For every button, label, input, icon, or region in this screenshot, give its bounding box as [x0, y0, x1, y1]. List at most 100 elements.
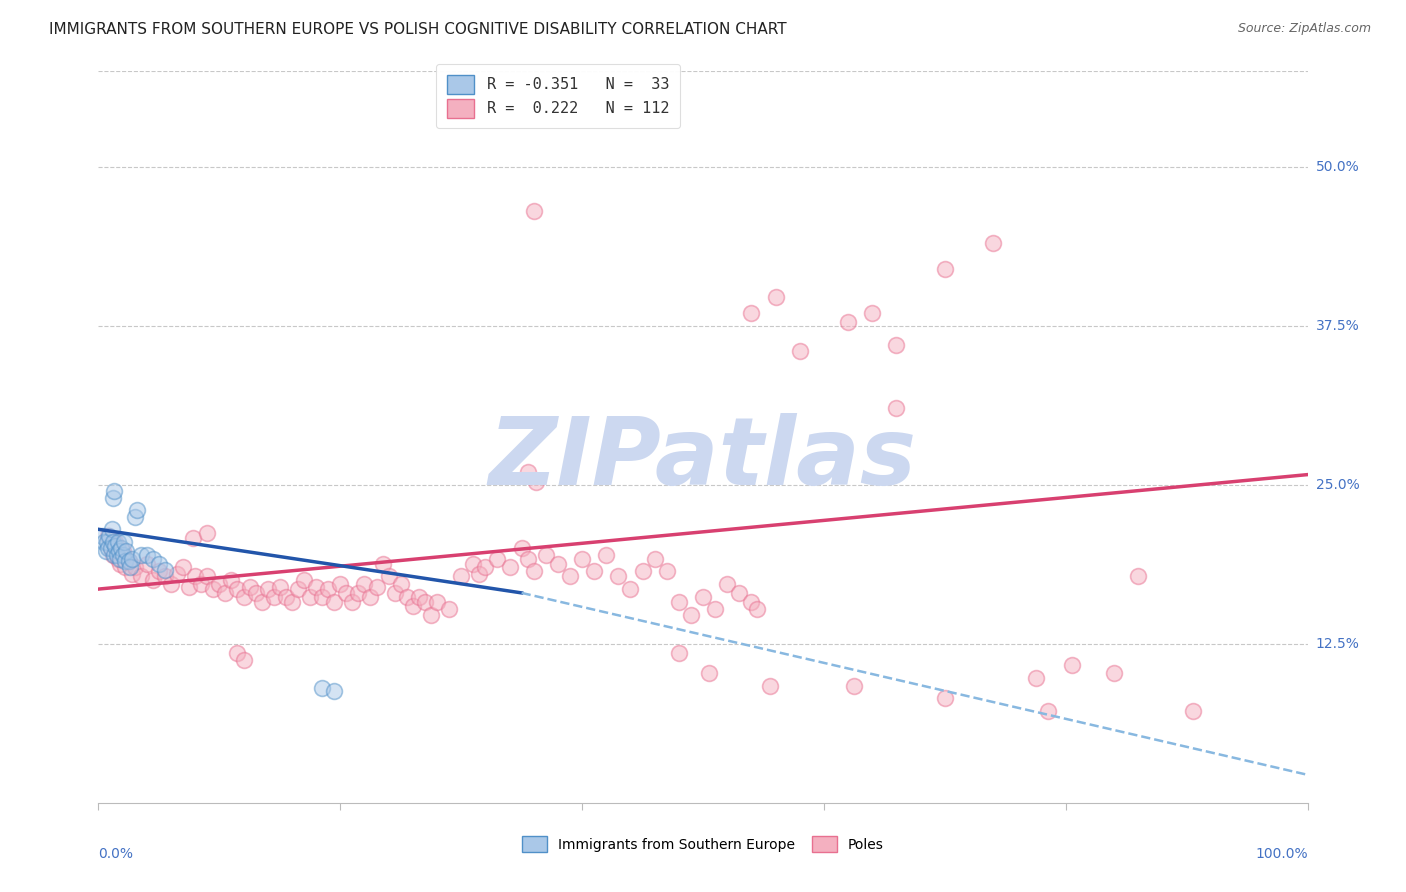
Point: [1024, 671, 1046, 685]
Point: [121, 551, 143, 566]
Point: [468, 566, 491, 581]
Point: [516, 465, 538, 479]
Point: [408, 590, 430, 604]
Point: [94, 544, 117, 558]
Point: [100, 522, 122, 536]
Point: [239, 580, 262, 594]
Point: [607, 569, 630, 583]
Point: [1036, 704, 1059, 718]
Point: [101, 548, 124, 562]
Point: [395, 590, 418, 604]
Point: [232, 653, 254, 667]
Point: [704, 602, 727, 616]
Point: [166, 566, 188, 581]
Point: [437, 602, 460, 616]
Point: [214, 586, 236, 600]
Point: [107, 551, 129, 566]
Point: [728, 586, 751, 600]
Point: [142, 573, 165, 587]
Point: [108, 557, 131, 571]
Point: [221, 573, 243, 587]
Point: [148, 557, 170, 571]
Point: [329, 577, 352, 591]
Point: [100, 541, 122, 556]
Text: 37.5%: 37.5%: [1316, 318, 1360, 333]
Point: [256, 582, 278, 596]
Point: [886, 401, 908, 416]
Point: [631, 564, 654, 578]
Point: [655, 564, 678, 578]
Point: [534, 548, 557, 562]
Point: [127, 503, 149, 517]
Point: [287, 582, 309, 596]
Point: [692, 590, 714, 604]
Point: [96, 535, 118, 549]
Point: [104, 535, 127, 549]
Point: [142, 551, 165, 566]
Point: [153, 563, 176, 577]
Point: [679, 607, 702, 622]
Point: [474, 560, 496, 574]
Point: [100, 541, 122, 556]
Point: [299, 590, 322, 604]
Point: [323, 684, 346, 698]
Point: [202, 582, 225, 596]
Point: [190, 577, 212, 591]
Point: [583, 564, 606, 578]
Point: [103, 548, 125, 562]
Point: [124, 509, 146, 524]
Text: 0.0%: 0.0%: [98, 847, 134, 861]
Point: [305, 580, 328, 594]
Point: [98, 529, 121, 543]
Text: 50.0%: 50.0%: [1316, 160, 1360, 174]
Point: [105, 548, 128, 562]
Point: [104, 539, 127, 553]
Point: [269, 580, 291, 594]
Point: [245, 586, 267, 600]
Point: [523, 564, 546, 578]
Point: [498, 560, 520, 574]
Point: [263, 590, 285, 604]
Point: [226, 646, 249, 660]
Point: [1181, 704, 1204, 718]
Point: [148, 564, 170, 578]
Text: 12.5%: 12.5%: [1316, 637, 1360, 651]
Point: [463, 557, 485, 571]
Point: [353, 577, 375, 591]
Text: ZIPatlas: ZIPatlas: [489, 413, 917, 505]
Point: [740, 306, 762, 320]
Point: [450, 569, 472, 583]
Point: [226, 582, 249, 596]
Point: [311, 590, 333, 604]
Point: [644, 551, 666, 566]
Point: [124, 560, 146, 574]
Point: [510, 541, 533, 556]
Point: [524, 475, 547, 490]
Point: [347, 586, 370, 600]
Point: [118, 554, 141, 568]
Point: [93, 535, 115, 549]
Point: [108, 551, 131, 566]
Point: [886, 338, 908, 352]
Point: [402, 599, 425, 613]
Point: [934, 691, 956, 706]
Point: [426, 595, 449, 609]
Point: [789, 344, 811, 359]
Point: [1102, 666, 1125, 681]
Point: [195, 569, 218, 583]
Point: [981, 236, 1004, 251]
Point: [118, 560, 141, 574]
Text: Source: ZipAtlas.com: Source: ZipAtlas.com: [1237, 22, 1371, 36]
Point: [184, 569, 207, 583]
Point: [129, 548, 152, 562]
Point: [697, 666, 720, 681]
Point: [335, 586, 357, 600]
Point: [110, 541, 132, 556]
Point: [547, 557, 569, 571]
Point: [860, 306, 883, 320]
Point: [740, 595, 762, 609]
Point: [114, 560, 136, 574]
Point: [118, 554, 141, 568]
Point: [232, 590, 254, 604]
Point: [292, 573, 315, 587]
